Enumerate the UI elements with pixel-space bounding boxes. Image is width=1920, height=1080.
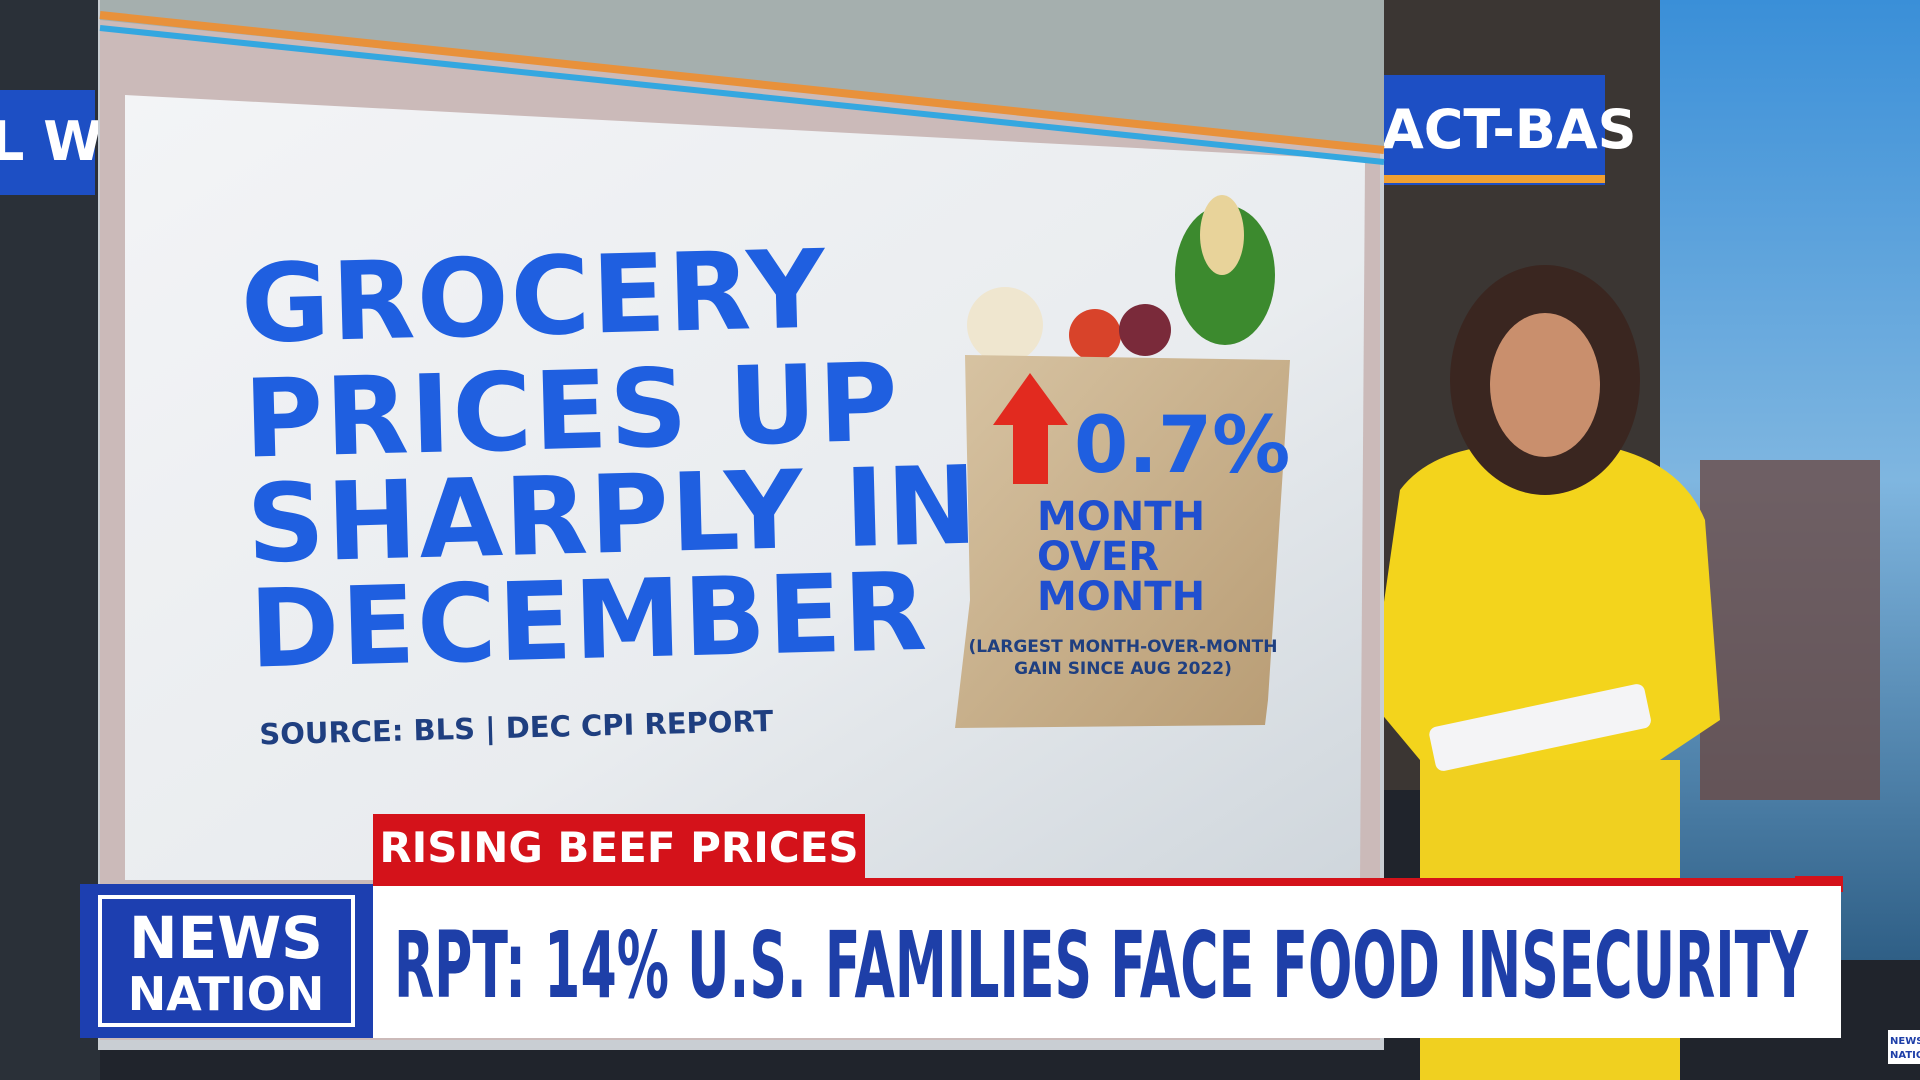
logo-text: NATION <box>128 967 325 1021</box>
sign-right <box>1380 75 1605 185</box>
building <box>1700 460 1880 800</box>
grocery-bag: 0.7% MONTH OVER MONTH (LARGEST MONTH-OVE… <box>955 195 1290 728</box>
tag-box <box>373 814 865 884</box>
headline-line: SHARPLY IN <box>245 443 980 587</box>
onion-red <box>1119 304 1171 356</box>
headline: RPT: 14% U.S. FAMILIES FACE FOOD INSECUR… <box>394 912 1809 1019</box>
screen-graphic: GROCERY PRICES UP SHARPLY IN DECEMBER SO… <box>98 0 1385 1050</box>
presenter-face <box>1490 313 1600 457</box>
stat-note: (LARGEST MONTH-OVER-MONTH <box>969 637 1278 657</box>
red-rule <box>373 878 1843 886</box>
sign-left <box>0 90 95 195</box>
tag-text: RISING BEEF PRICES <box>379 823 858 872</box>
logo-text: NEWS <box>129 904 323 972</box>
bug-box <box>1888 1030 1920 1064</box>
logo-frame <box>98 895 355 1027</box>
stat-caption: OVER <box>1037 534 1159 580</box>
lower-third: RISING BEEF PRICES NEWS NATION RPT: 14% … <box>80 814 1843 1038</box>
screen-orange-line <box>99 11 1385 154</box>
up-arrow <box>993 373 1068 484</box>
presenter-papers <box>1429 684 1651 771</box>
headline-bar <box>373 886 1841 1038</box>
stat-caption: MONTH <box>1037 574 1205 620</box>
headline-line: PRICES UP <box>242 341 901 483</box>
logo-box <box>80 884 373 1038</box>
stat-caption: MONTH <box>1037 494 1205 540</box>
onion <box>967 287 1043 363</box>
tomato <box>1069 309 1121 361</box>
bug-text: NATION <box>1890 1050 1920 1061</box>
stat: 0.7% <box>1074 401 1290 491</box>
bread <box>1200 195 1244 275</box>
presenter-top <box>1370 445 1720 760</box>
headline-line: DECEMBER <box>248 550 930 693</box>
greens <box>1175 205 1275 345</box>
headline-line: GROCERY <box>239 227 828 367</box>
stat-note: GAIN SINCE AUG 2022) <box>1014 659 1232 679</box>
bug-text: NEWS <box>1890 1036 1920 1047</box>
screen-blue-line <box>99 25 1385 165</box>
sign-stripe <box>1380 175 1605 183</box>
sign-text: ACT-BAS <box>1382 98 1637 161</box>
